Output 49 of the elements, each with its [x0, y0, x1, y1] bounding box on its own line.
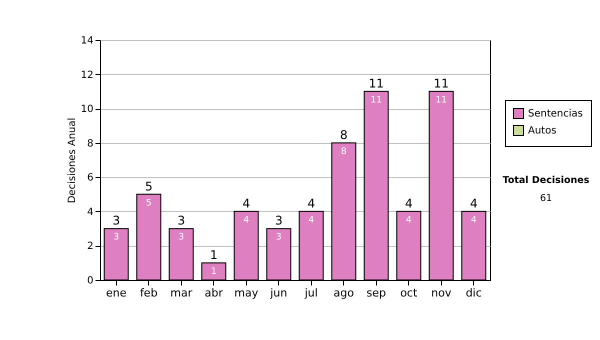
- x-tick-label: feb: [140, 286, 158, 300]
- y-tick-label: 8: [87, 138, 94, 150]
- x-tick-label: jun: [269, 286, 288, 300]
- x-tick-label: may: [234, 286, 259, 300]
- data-label: 3: [178, 232, 184, 243]
- total-label: 11: [368, 76, 384, 90]
- y-axis-title: Decisiones Anual: [66, 118, 78, 204]
- data-label: 4: [308, 215, 314, 226]
- legend-label: Autos: [528, 126, 556, 136]
- total-label: 8: [340, 128, 348, 142]
- total-label: 3: [274, 214, 283, 228]
- y-tick-label: 10: [80, 104, 94, 116]
- total-label: 4: [470, 196, 478, 210]
- total-label: 4: [307, 196, 316, 210]
- data-label: 5: [146, 198, 152, 208]
- data-label: 11: [370, 95, 382, 106]
- x-tick-label: dic: [466, 286, 482, 300]
- y-tick-label: 12: [80, 70, 94, 81]
- data-label: 8: [340, 146, 347, 157]
- total-label: 1: [210, 248, 218, 262]
- x-tick-label: mar: [170, 286, 193, 300]
- x-tick-label: oct: [400, 286, 418, 300]
- text: Total Decisiones: [502, 175, 590, 186]
- total-label: 11: [434, 76, 449, 90]
- total-label: 4: [404, 196, 413, 210]
- y-tick-label: 2: [87, 241, 94, 252]
- legend-label: Sentencias: [528, 108, 583, 120]
- x-tick-label: jul: [304, 286, 318, 300]
- text: 61: [540, 193, 552, 204]
- y-tick-label: 0: [87, 276, 94, 286]
- y-tick-label: 4: [87, 206, 94, 218]
- x-tick-label: ago: [334, 286, 354, 300]
- data-label: 4: [406, 215, 412, 226]
- total-label: 5: [144, 179, 153, 194]
- data-label: 3: [113, 232, 120, 243]
- data-label: 11: [436, 95, 447, 106]
- data-label: 4: [243, 215, 250, 226]
- y-tick-label: 6: [87, 172, 94, 184]
- total-label: 4: [242, 196, 250, 210]
- data-label: 1: [210, 266, 217, 277]
- data-label: 4: [470, 215, 477, 226]
- x-tick-label: sep: [366, 286, 386, 300]
- y-tick-label: 14: [80, 36, 94, 46]
- x-tick-label: abr: [204, 286, 224, 300]
- x-tick-label: nov: [431, 286, 452, 300]
- total-label: 3: [112, 214, 120, 228]
- data-label: 3: [276, 232, 282, 243]
- total-label: 3: [177, 214, 186, 228]
- x-tick-label: ene: [106, 286, 127, 300]
